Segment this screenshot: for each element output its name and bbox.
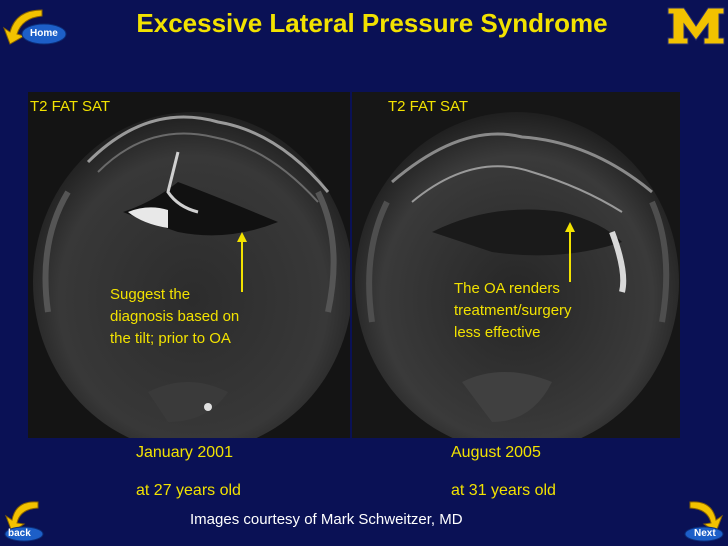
next-button[interactable]: Next xyxy=(680,498,726,542)
annotation-left: Suggest the diagnosis based on the tilt;… xyxy=(110,284,239,350)
date-left: January 2001 xyxy=(136,444,233,461)
annotation-left-line: the tilt; prior to OA xyxy=(110,330,231,347)
next-label: Next xyxy=(694,528,716,539)
page-title: Excessive Lateral Pressure Syndrome xyxy=(136,8,608,38)
mri-image-left: T2 FAT SAT Suggest the diagnosis based o… xyxy=(28,92,350,438)
home-label: Home xyxy=(30,28,58,39)
age-left: at 27 years old xyxy=(136,482,241,499)
next-arrow-icon xyxy=(684,501,724,542)
university-logo xyxy=(666,4,726,53)
annotation-right: The OA renders treatment/surgery less ef… xyxy=(454,278,572,344)
annotation-right-line: treatment/surgery xyxy=(454,302,572,319)
date-right: August 2005 xyxy=(451,444,541,461)
annotation-right-line: The OA renders xyxy=(454,280,560,297)
age-right: at 31 years old xyxy=(451,482,556,499)
back-arrow-icon xyxy=(4,501,44,542)
sequence-label-left: T2 FAT SAT xyxy=(30,98,111,115)
back-label: back xyxy=(8,528,31,539)
home-arrow-icon xyxy=(2,9,67,45)
mri-scan-left xyxy=(28,92,350,438)
image-credit: Images courtesy of Mark Schweitzer, MD xyxy=(190,511,463,528)
mri-image-right: T2 FAT SAT The OA renders treatment/surg… xyxy=(352,92,680,438)
sequence-label-right: T2 FAT SAT xyxy=(388,98,469,115)
annotation-left-line: Suggest the xyxy=(110,286,191,303)
mri-scan-right xyxy=(352,92,680,438)
block-m-logo xyxy=(667,7,725,45)
arrow-up-icon-right xyxy=(565,222,575,282)
home-button[interactable]: Home xyxy=(2,6,68,46)
annotation-left-line: diagnosis based on xyxy=(110,308,240,325)
arrow-up-icon-left xyxy=(237,232,247,292)
back-button[interactable]: back xyxy=(2,498,48,542)
annotation-right-line: less effective xyxy=(454,324,541,341)
